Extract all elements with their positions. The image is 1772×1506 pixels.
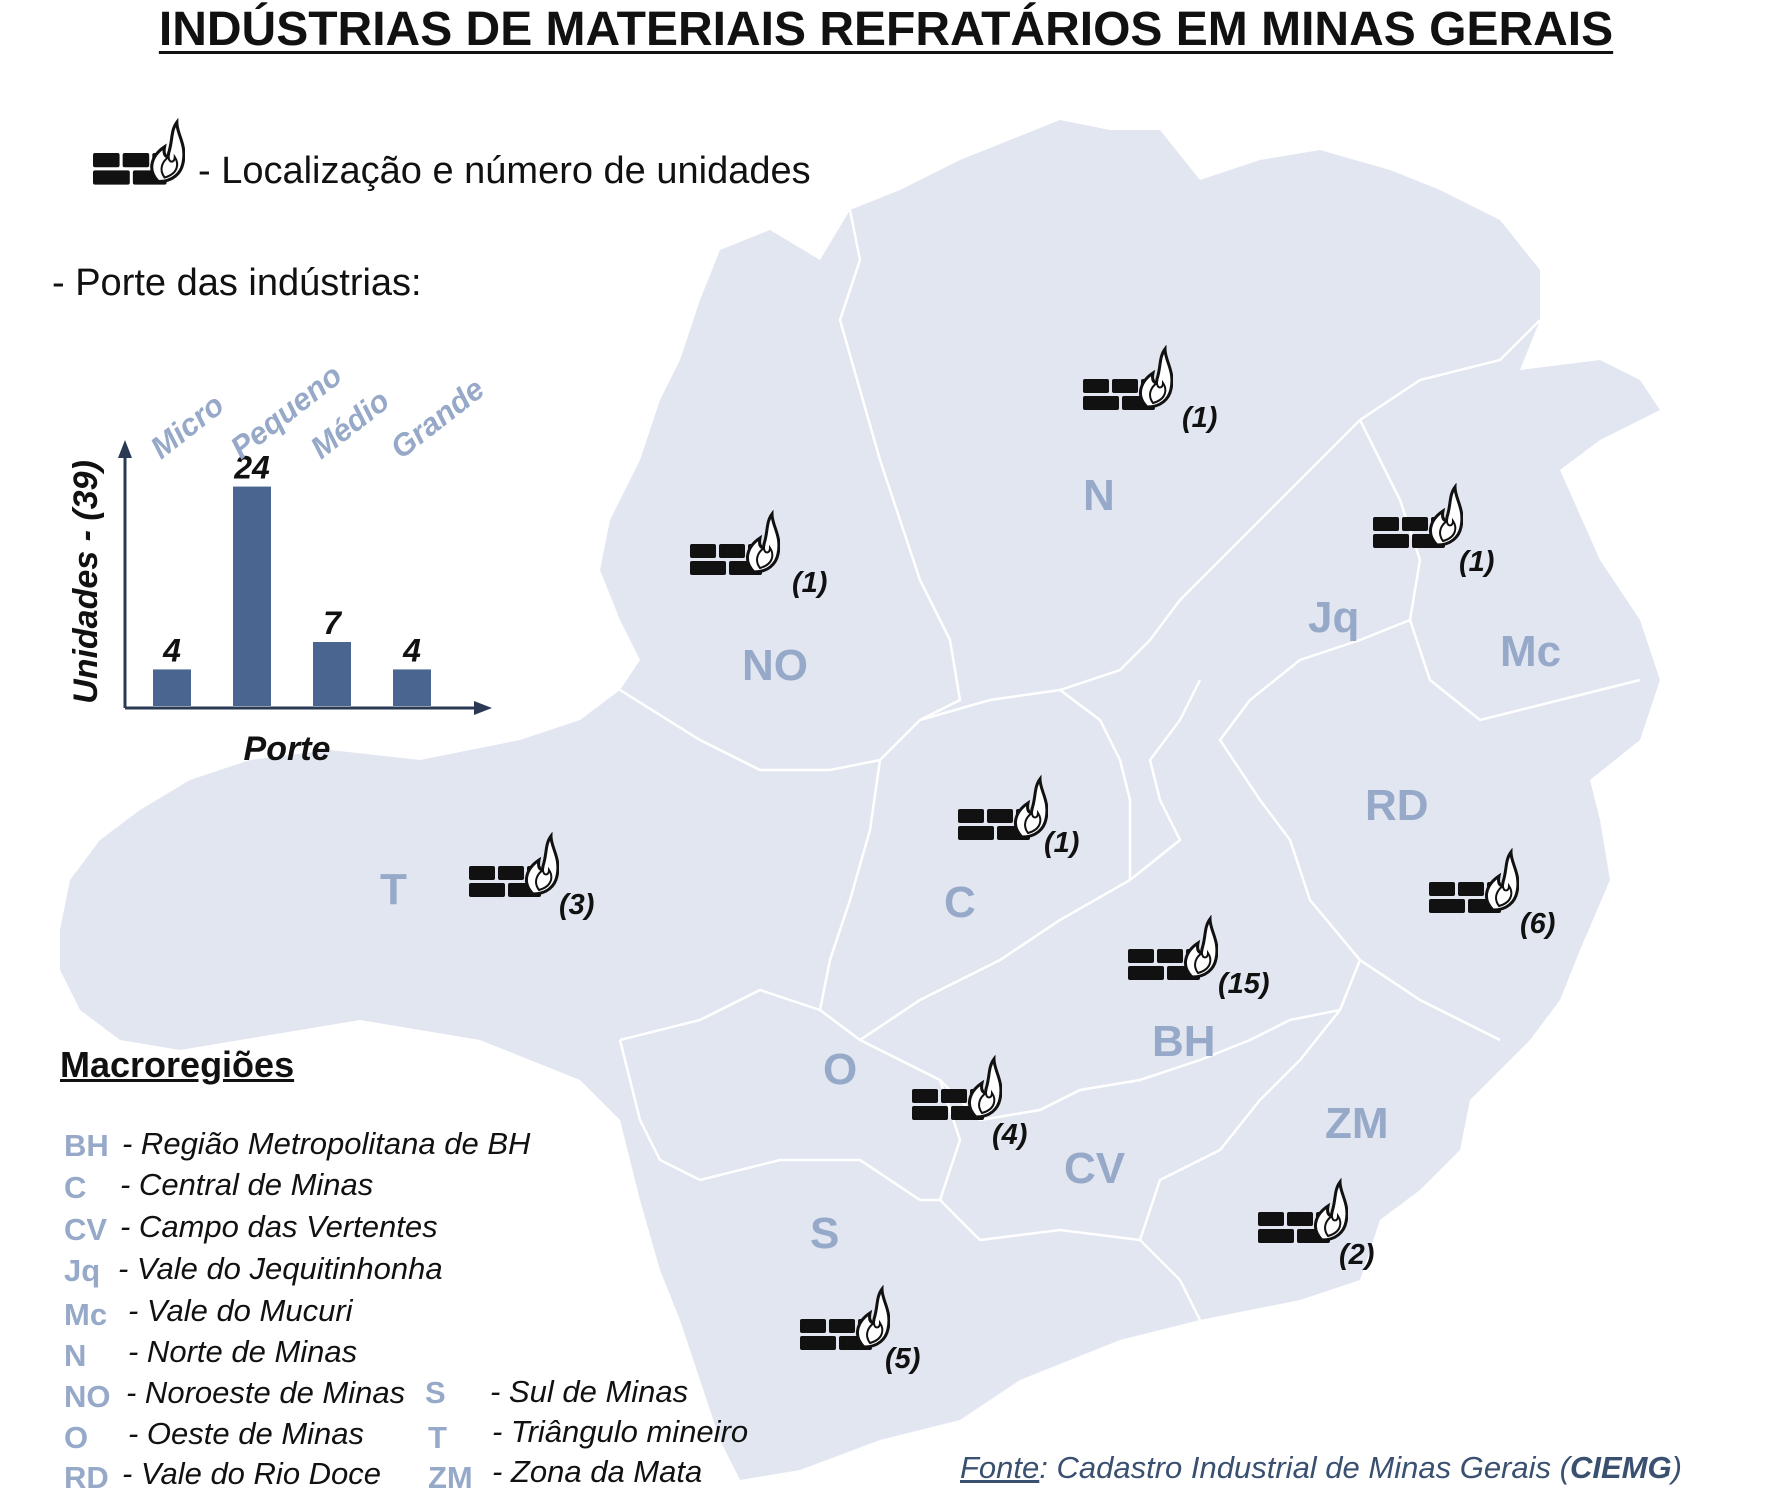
category-label: Grande [384, 371, 491, 465]
region-code-n: N [1083, 471, 1115, 520]
region-code-rd: RD [1365, 781, 1429, 830]
unit-count-jq: (1) [1459, 546, 1494, 578]
x-axis-title: Porte [244, 730, 331, 768]
unit-count-s: (5) [885, 1343, 920, 1375]
bar-value-label: 7 [323, 605, 343, 641]
source-close: ) [1671, 1450, 1682, 1485]
macro-name-cv: - Campo das Vertentes [120, 1209, 438, 1244]
bar-value-label: 4 [162, 632, 181, 668]
macro-code-jq: Jq [64, 1253, 101, 1288]
macro-name-jq: - Vale do Jequitinhonha [118, 1251, 443, 1286]
region-code-c: C [944, 878, 976, 927]
macro-code-rd: RD [64, 1460, 109, 1495]
unit-count-t: (3) [559, 889, 594, 921]
bar-value-label: 24 [233, 450, 270, 486]
region-code-cv: CV [1064, 1144, 1126, 1193]
macro-name-zm: - Zona da Mata [492, 1454, 703, 1489]
macro-name-mc: - Vale do Mucuri [128, 1293, 353, 1328]
macro-code-s: S [425, 1375, 446, 1410]
size-legend-label: - Porte das indústrias: [52, 262, 422, 304]
region-code-mc: Mc [1500, 627, 1561, 676]
unit-count-bh: (15) [1218, 968, 1270, 1000]
region-code-o: O [823, 1045, 857, 1094]
macro-code-c: C [64, 1170, 87, 1205]
unit-count-n: (1) [1182, 402, 1217, 434]
y-axis-arrow [118, 440, 132, 458]
macro-code-mc: Mc [64, 1297, 108, 1332]
region-code-bh: BH [1152, 1017, 1216, 1066]
bar-médio [313, 642, 351, 706]
macro-name-t: - Triângulo mineiro [492, 1414, 749, 1449]
macroregions-heading: Macroregiões [60, 1044, 295, 1085]
y-axis-title: Unidades - (39) [67, 460, 105, 704]
source-text: : Cadastro Industrial de Minas Gerais ( [1039, 1450, 1570, 1485]
macro-code-t: T [428, 1420, 447, 1455]
unit-count-zm: (2) [1339, 1239, 1374, 1271]
macro-name-c: - Central de Minas [120, 1167, 374, 1202]
state-shape [60, 120, 1660, 1480]
page-title: INDÚSTRIAS DE MATERIAIS REFRATÁRIOS EM M… [158, 3, 1614, 56]
bar-pequeno [233, 486, 271, 706]
macro-code-cv: CV [64, 1212, 108, 1247]
region-code-jq: Jq [1308, 593, 1359, 642]
macro-name-o: - Oeste de Minas [128, 1416, 365, 1451]
category-label: Micro [144, 387, 231, 465]
unit-count-c: (1) [1044, 827, 1079, 859]
brick-flame-icon [93, 120, 185, 187]
icon-legend-text: - Localização e número de unidades [198, 150, 811, 192]
macro-code-bh: BH [64, 1128, 109, 1163]
region-code-s: S [810, 1209, 839, 1258]
region-borders [618, 209, 1641, 1321]
x-axis-arrow [474, 701, 492, 715]
region-code-t: T [380, 865, 407, 914]
source-label: Fonte [960, 1450, 1040, 1485]
source-citation: Fonte: Cadastro Industrial de Minas Gera… [960, 1450, 1682, 1486]
unit-count-o: (4) [992, 1119, 1027, 1151]
macro-name-s: - Sul de Minas [490, 1374, 689, 1409]
bar-micro [153, 669, 191, 706]
unit-count-no: (1) [792, 567, 827, 599]
region-code-zm: ZM [1325, 1099, 1389, 1148]
region-code-no: NO [742, 641, 808, 690]
macro-name-n: - Norte de Minas [128, 1334, 358, 1369]
bar-value-label: 4 [402, 632, 421, 668]
bar-grande [393, 669, 431, 706]
unit-count-rd: (6) [1520, 908, 1555, 940]
macro-name-no: - Noroeste de Minas [126, 1375, 406, 1410]
macro-name-rd: - Vale do Rio Doce [122, 1456, 382, 1491]
macro-code-n: N [64, 1338, 87, 1373]
macro-code-zm: ZM [428, 1460, 473, 1495]
macro-name-bh: - Região Metropolitana de BH [122, 1126, 531, 1161]
macro-code-no: NO [64, 1379, 111, 1414]
source-acronym: CIEMG [1569, 1450, 1672, 1485]
macro-code-o: O [64, 1420, 89, 1455]
